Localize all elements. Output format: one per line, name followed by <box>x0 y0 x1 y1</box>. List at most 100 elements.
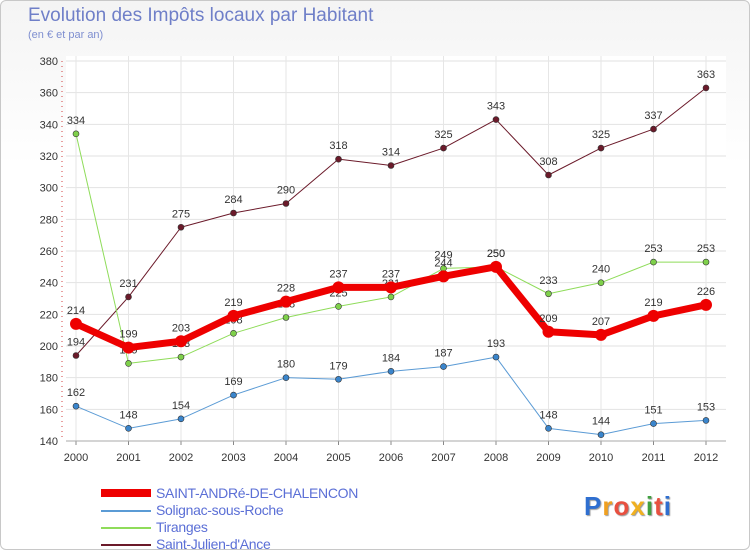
data-point <box>650 258 657 266</box>
y-tick-label: 180 <box>40 373 58 385</box>
data-label: 244 <box>434 257 452 269</box>
data-point <box>702 84 710 92</box>
data-label: 249 <box>434 249 452 261</box>
data-point <box>282 200 290 207</box>
data-label: 325 <box>434 129 452 141</box>
data-point <box>545 290 552 298</box>
data-point <box>492 116 500 123</box>
data-label: 169 <box>224 376 242 388</box>
legend-swatch <box>101 489 151 497</box>
data-point <box>332 281 345 294</box>
data-point <box>385 281 397 294</box>
data-label: 228 <box>277 283 295 295</box>
legend-label: Solignac-sous-Roche <box>156 502 284 518</box>
data-point <box>437 270 450 283</box>
x-tick-label: 2008 <box>484 452 508 464</box>
data-label: 275 <box>172 208 190 220</box>
data-label: 226 <box>697 286 715 298</box>
data-label: 233 <box>539 275 557 287</box>
data-point <box>647 309 660 322</box>
data-point <box>387 293 395 301</box>
x-tick-label: 2006 <box>379 452 403 464</box>
legend-label: Saint-Julien-d'Ance <box>156 536 271 550</box>
data-label: 214 <box>67 305 85 317</box>
data-label: 209 <box>539 313 557 325</box>
y-tick-label: 140 <box>40 436 58 448</box>
data-point <box>440 363 447 370</box>
x-tick-label: 2005 <box>326 452 350 464</box>
data-point <box>72 352 80 359</box>
data-label: 253 <box>697 243 715 255</box>
data-label: 184 <box>382 352 400 364</box>
data-point <box>177 223 185 231</box>
data-point <box>542 325 555 338</box>
data-label: 207 <box>592 316 610 328</box>
logo-letter: i <box>663 491 672 521</box>
x-tick-label: 2009 <box>536 452 560 464</box>
data-label: 179 <box>329 360 347 372</box>
data-label: 240 <box>592 264 610 276</box>
data-label: 144 <box>592 416 610 428</box>
data-point <box>702 258 710 266</box>
data-point <box>230 391 237 399</box>
x-tick-label: 2007 <box>431 452 455 464</box>
data-point <box>492 353 500 361</box>
data-point <box>125 293 132 301</box>
y-tick-label: 260 <box>40 246 58 258</box>
data-point <box>595 328 607 341</box>
data-label: 187 <box>434 348 452 360</box>
data-point <box>125 425 132 432</box>
data-label: 237 <box>382 268 400 280</box>
data-label: 194 <box>67 337 85 349</box>
data-label: 162 <box>67 387 85 399</box>
data-point <box>230 330 237 337</box>
x-tick-label: 2000 <box>64 452 88 464</box>
x-tick-label: 2012 <box>694 452 718 464</box>
y-tick-label: 220 <box>40 309 58 321</box>
plot-area <box>66 56 726 441</box>
data-label: 325 <box>592 129 610 141</box>
data-label: 151 <box>644 405 662 417</box>
data-point <box>597 144 605 152</box>
data-point <box>387 368 395 375</box>
x-tick-label: 2001 <box>116 452 140 464</box>
y-tick-label: 160 <box>40 404 58 416</box>
y-tick-label: 360 <box>40 88 58 100</box>
data-label: 153 <box>697 401 715 413</box>
logo-letter: x <box>630 491 646 521</box>
legend-swatch <box>101 510 151 512</box>
y-tick-label: 200 <box>40 341 58 353</box>
data-point <box>177 415 185 423</box>
data-label: 237 <box>329 268 347 280</box>
y-tick-label: 240 <box>40 278 58 290</box>
data-label: 203 <box>172 322 190 334</box>
data-point <box>650 420 657 427</box>
data-point <box>650 125 657 133</box>
proxiti-logo: Proxiti <box>584 491 672 522</box>
data-label: 219 <box>224 297 242 309</box>
data-label: 337 <box>644 110 662 122</box>
data-point <box>597 279 605 286</box>
data-point <box>227 309 240 322</box>
data-point <box>440 144 447 152</box>
legend-swatch <box>101 527 151 529</box>
data-label: 154 <box>172 400 190 412</box>
chart-title: Evolution des Impôts locaux par Habitant <box>28 5 374 26</box>
data-label: 193 <box>487 338 505 350</box>
data-label: 290 <box>277 185 295 197</box>
data-label: 253 <box>644 243 662 255</box>
data-point <box>72 402 80 410</box>
data-point <box>177 353 185 361</box>
logo-letter: P <box>584 491 603 521</box>
data-label: 250 <box>487 248 505 260</box>
data-point <box>282 314 290 321</box>
data-label: 308 <box>539 156 557 168</box>
data-point <box>122 341 135 354</box>
data-point <box>72 130 80 138</box>
data-point <box>335 375 342 383</box>
y-tick-label: 340 <box>40 119 58 131</box>
y-tick-label: 280 <box>40 214 58 226</box>
legend-label: SAINT-ANDRé-DE-CHALENCON <box>156 485 359 501</box>
data-label: 148 <box>539 409 557 421</box>
